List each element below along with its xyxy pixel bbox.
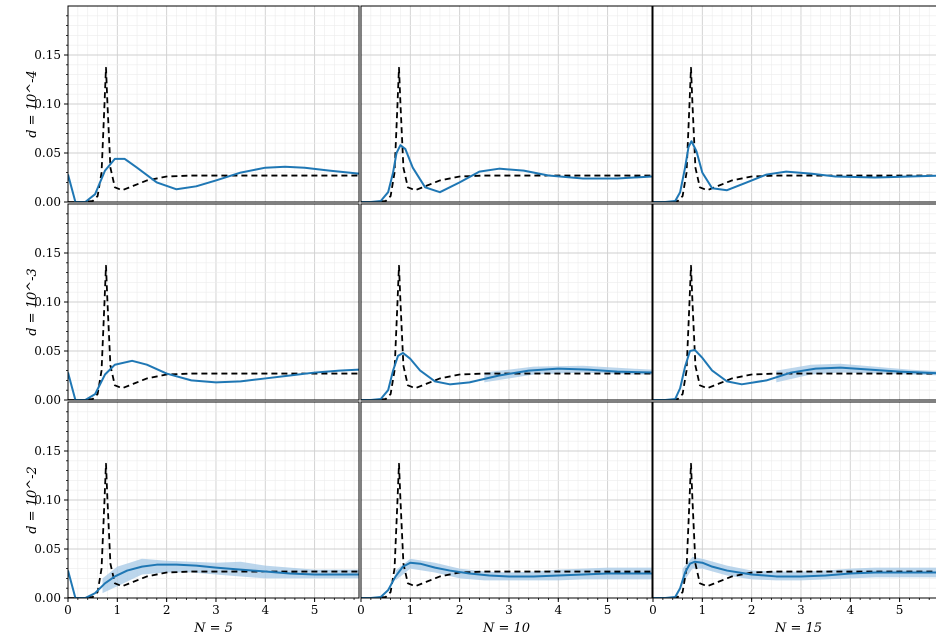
y-tick-label: 0.10 xyxy=(34,295,61,309)
x-tick-label: 0 xyxy=(357,603,365,617)
plot-area xyxy=(68,462,359,598)
panel-2-2: 0 1 2 3 4 5 N = 15 xyxy=(649,401,936,636)
x-tick-label: 4 xyxy=(261,603,269,617)
plot-area xyxy=(68,66,359,202)
y-tick-label: 0.00 xyxy=(34,393,61,407)
reference-line xyxy=(68,462,359,598)
estimate-line xyxy=(68,359,359,400)
uncertainty-band xyxy=(682,556,936,584)
panel-2-1: 0 1 2 3 4 5 N = 10 xyxy=(357,401,653,636)
reference-line xyxy=(68,264,359,400)
plot-area xyxy=(361,462,652,598)
x-tick-label: 1 xyxy=(114,603,122,617)
x-tick-label: 5 xyxy=(604,603,612,617)
x-tick-label: 4 xyxy=(846,603,854,617)
x-tick-label: 3 xyxy=(505,603,513,617)
estimate-line xyxy=(361,351,652,400)
column-label: N = 5 xyxy=(193,621,233,636)
row-label: d = 10^-2 xyxy=(25,466,40,534)
y-tick-label: 0.05 xyxy=(34,344,61,358)
y-tick-label: 0.05 xyxy=(34,146,61,160)
panel-2-0: 0.00 0.05 0.10 0.15 d = 10^-2 0 1 2 3 4 5 N = 5 xyxy=(25,401,360,636)
panel-frame xyxy=(360,5,653,203)
reference-line xyxy=(361,462,652,598)
panel-1-1 xyxy=(360,203,653,401)
plot-area xyxy=(361,66,652,202)
panel-1-0: 0.00 0.05 0.10 0.15 d = 10^-3 xyxy=(25,203,360,407)
row-label: d = 10^-3 xyxy=(25,268,40,336)
reference-line xyxy=(653,462,936,598)
plot-area xyxy=(653,462,936,598)
panel-0-0: 0.00 0.05 0.10 0.15 d = 10^-4 xyxy=(25,5,360,209)
x-tick-label: 1 xyxy=(699,603,707,617)
y-tick-label: 0.10 xyxy=(34,493,61,507)
plot-area xyxy=(361,264,652,400)
estimate-line xyxy=(68,563,359,598)
y-tick-label: 0.00 xyxy=(34,195,61,209)
x-tick-label: 0 xyxy=(64,603,72,617)
reference-line xyxy=(653,66,936,202)
x-tick-label: 3 xyxy=(212,603,220,617)
x-tick-label: 0 xyxy=(649,603,657,617)
x-tick-label: 5 xyxy=(896,603,904,617)
x-tick-label: 2 xyxy=(748,603,756,617)
y-tick-label: 0.15 xyxy=(34,48,61,62)
y-tick-label: 0.15 xyxy=(34,246,61,260)
estimate-line xyxy=(653,560,936,598)
panel-frame xyxy=(360,401,653,599)
column-label: N = 10 xyxy=(482,621,530,636)
x-tick-label: 2 xyxy=(456,603,464,617)
panel-frame xyxy=(652,401,936,599)
estimate-line xyxy=(653,349,936,400)
estimate-line xyxy=(361,561,652,598)
y-tick-label: 0.15 xyxy=(34,444,61,458)
y-tick-label: 0.00 xyxy=(34,591,61,605)
x-tick-label: 1 xyxy=(407,603,415,617)
panel-1-2 xyxy=(652,203,936,401)
x-tick-label: 2 xyxy=(163,603,171,617)
reference-line xyxy=(68,66,359,202)
plot-area xyxy=(68,264,359,400)
panel-0-2 xyxy=(652,5,936,203)
uncertainty-band xyxy=(102,558,359,594)
panel-frame xyxy=(360,203,653,401)
panel-0-1 xyxy=(360,5,653,203)
y-tick-label: 0.05 xyxy=(34,542,61,556)
estimate-line xyxy=(68,157,359,202)
estimate-line xyxy=(653,140,936,202)
panel-frame xyxy=(652,203,936,401)
panel-frame xyxy=(652,5,936,203)
x-tick-label: 4 xyxy=(554,603,562,617)
plot-area xyxy=(653,264,936,400)
reference-line xyxy=(361,66,652,202)
reference-line xyxy=(361,264,652,400)
x-tick-label: 3 xyxy=(797,603,805,617)
reference-line xyxy=(653,264,936,400)
estimate-line xyxy=(361,144,652,202)
y-tick-label: 0.10 xyxy=(34,97,61,111)
plot-area xyxy=(653,66,936,202)
x-tick-label: 5 xyxy=(311,603,319,617)
row-label: d = 10^-4 xyxy=(25,70,40,138)
uncertainty-band xyxy=(484,365,652,383)
column-label: N = 15 xyxy=(774,621,822,636)
